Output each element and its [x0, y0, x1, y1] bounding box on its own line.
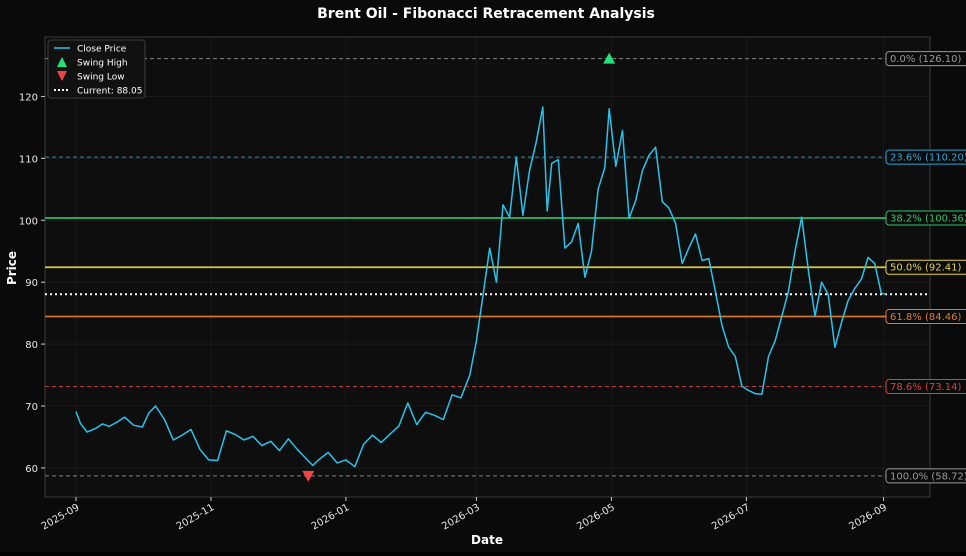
y-tick-label: 60 — [25, 464, 38, 475]
series-line-close-price — [75, 106, 886, 468]
fib-label-box — [885, 210, 966, 226]
fib-label-box — [885, 51, 966, 67]
legend-box — [47, 39, 146, 99]
y-tick-label: 110 — [19, 154, 38, 165]
y-tick-label: 90 — [25, 278, 38, 289]
fib-label: 23.6% (110.20) — [890, 153, 966, 164]
fib-label: 50.0% (92.41) — [890, 263, 961, 274]
swing-markers — [302, 52, 616, 482]
legend-label: Close Price — [77, 45, 127, 55]
y-tick-label: 100 — [19, 216, 38, 227]
legend-triangle-up-icon — [57, 57, 67, 67]
y-axis-label: Price — [5, 251, 19, 285]
series-layer — [75, 106, 886, 468]
fib-label: 100.0% (58.72) — [890, 471, 966, 482]
chart-title: Brent Oil - Fibonacci Retracement Analys… — [317, 6, 655, 22]
fib-levels: 0.0% (126.10) 23.6% (110.20) 38.2% (100.36… — [45, 51, 966, 484]
y-tick-label: 80 — [25, 340, 38, 351]
fib-label-box — [885, 379, 966, 395]
legend-triangle-down-icon — [57, 71, 67, 81]
fib-label-box — [885, 259, 966, 275]
swing-low-marker — [302, 470, 315, 482]
swing-high-marker — [603, 52, 616, 64]
legend-label: Swing High — [77, 59, 128, 69]
fib-label: 0.0% (126.10) — [890, 54, 961, 65]
fib-label: 38.2% (100.36) — [890, 214, 966, 225]
fib-label-box — [885, 308, 966, 324]
fib-label: 78.6% (73.14) — [890, 382, 961, 393]
y-tick-label: 70 — [25, 402, 38, 413]
fib-label-box — [885, 468, 966, 484]
legend: Close Price Swing High Swing Low Current: 8… — [47, 39, 146, 99]
y-axis: 60 70 80 90 100 110 120 — [19, 92, 45, 475]
fib-label: 61.8% (84.46) — [890, 312, 961, 323]
grid — [45, 37, 930, 497]
y-tick-label: 120 — [19, 92, 38, 103]
legend-label: Swing Low — [77, 73, 125, 83]
x-axis-label: Date — [471, 533, 503, 547]
legend-label: Current: 88.05 — [77, 87, 142, 97]
fib-label-box — [885, 149, 966, 165]
